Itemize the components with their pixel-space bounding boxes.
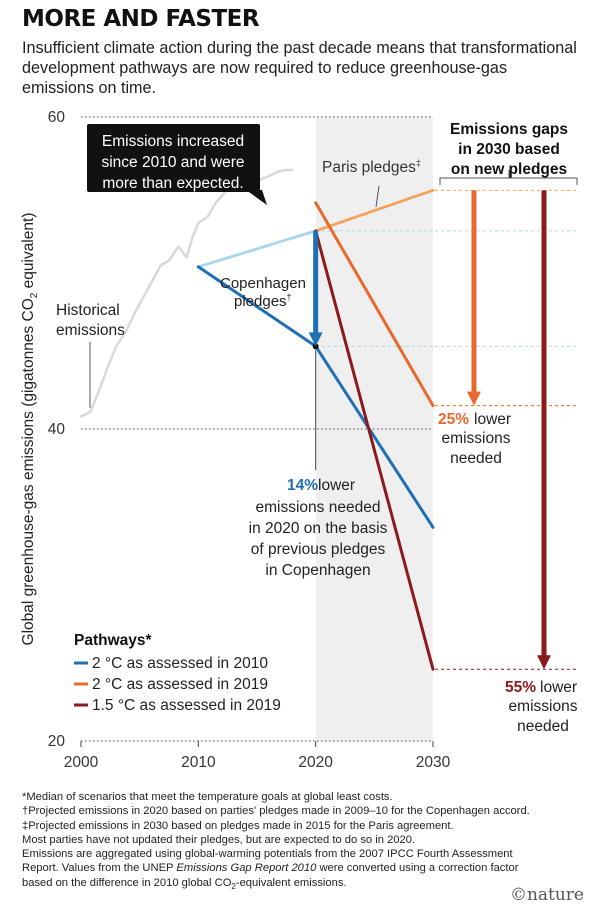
callout-box [87,124,260,192]
series-line-paris [314,188,435,233]
series-line-orange2019 [314,201,435,408]
footnotes: *Median of scenarios that meet the tempe… [22,790,587,894]
chart-arrows-layer [87,124,578,670]
y-tick-label-40: 40 [48,421,66,438]
pct-14: 14% [287,477,318,494]
pct-14-text-line-3: of previous pledges [251,541,386,558]
pct-14-text-line-2: in 2020 on the basis [249,520,388,537]
footnote-4: Most parties have not updated their pled… [22,833,416,846]
callout-text-line-1: Emissions increased [102,133,244,150]
x-tick-label-2020: 2020 [298,754,333,771]
nature-credit: ©nature [509,885,584,905]
gap-title-line-1: Emissions gaps [450,121,568,138]
copenhagen-mark: † [287,292,292,302]
y-axis-label-end: equivalent) [20,213,37,293]
pct-14-text-first: lower [318,477,355,494]
series-line-red2019 [314,229,435,671]
legend-title: Pathways* [74,632,153,649]
gap-arrow-25pct-head [467,391,481,406]
pct-55-text-line-2: needed [517,718,569,735]
chart-lines-layer [79,168,435,671]
emissions-chart: 20 40 60 2000 2010 2020 2030 Emissions increase… [20,109,578,771]
x-tick-label-2000: 2000 [64,754,99,771]
legend-label-red2019: 1.5 °C as assessed in 2019 [92,697,281,714]
y-axis-label: Global greenhouse-gas emissions (gigaton… [20,213,40,646]
copenhagen-label-line-1: Copenhagen [220,275,306,292]
pct-55-text-line-1: emissions [509,698,578,715]
footnote-1: *Median of scenarios that meet the tempe… [22,791,393,803]
pct-25-text-line-1: emissions [442,430,511,447]
pct-14-text-line-1: emissions needed [256,499,381,516]
footnote-5: Emissions are aggregated using global-wa… [22,848,513,861]
footnote-6: Report. Values from the UNEP Emissions G… [22,862,519,875]
chart-grid-layer [80,116,578,747]
copenhagen-label-line-2: pledges† [234,292,292,310]
gap-title-line-2: in 2030 based [458,141,560,158]
pct-55-text-first: lower [540,679,577,696]
historical-label-line-2: emissions [56,322,125,339]
chart-text-layer: 20 40 60 2000 2010 2020 2030 Emissions increase… [20,109,578,771]
pct-25-text-line-2: needed [450,450,502,467]
callout-text-line-2: since 2010 and were [101,154,244,171]
chart-title: MORE AND FASTER [22,6,260,32]
gap-title-line-3: on new pledges [451,161,567,178]
footnote-7: based on the difference in 2010 global C… [22,876,347,892]
paris-pledges-mark: ‡ [416,158,421,168]
callout-text-line-3: more than expected. [102,175,243,192]
y-axis-label-subscript: 2 [29,292,40,298]
callout-pointer [246,190,267,205]
pct-14-text-line-4: in Copenhagen [265,562,370,579]
pct-25: 25% [438,411,469,428]
paris-pledges-label: Paris pledges‡ [322,158,421,176]
pct-25-text-first: lower [474,411,511,428]
legend-label-blue2010: 2 °C as assessed in 2010 [92,655,268,672]
gap-arrow-55pct-head [537,655,551,670]
historical-label-line-1: Historical [56,302,120,319]
y-tick-label-20: 20 [48,733,66,750]
legend-label-orange2019: 2 °C as assessed in 2019 [92,676,268,693]
x-tick-label-2010: 2010 [181,754,216,771]
paris-leader [375,185,380,208]
x-tick-label-2030: 2030 [416,754,451,771]
gap-bracket [439,177,578,185]
y-tick-label-60: 60 [48,109,66,126]
chart-subtitle: Insufficient climate action during the p… [22,39,577,97]
footnote-3: ‡Projected emissions in 2030 based on pl… [22,819,454,832]
pct-55: 55% [505,679,536,696]
footnote-2: †Projected emissions in 2020 based on pa… [22,805,530,818]
gap-arrow-2020-head [308,332,323,347]
